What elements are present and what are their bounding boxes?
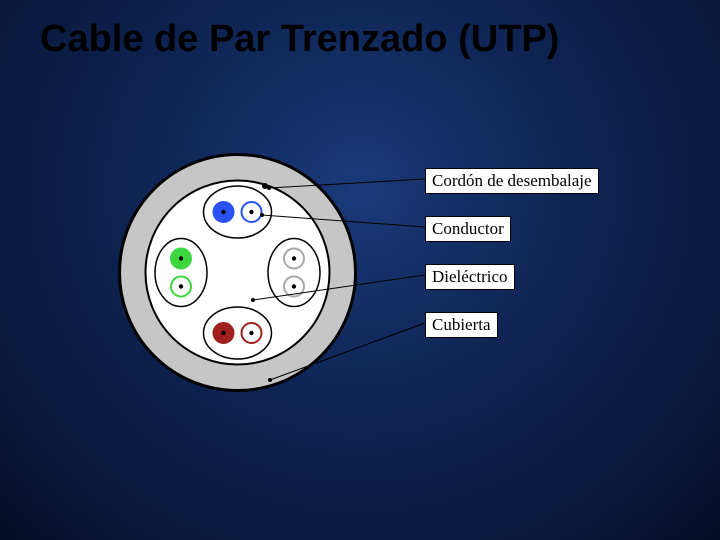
label-3: Cubierta: [425, 312, 498, 338]
slide-title: Cable de Par Trenzado (UTP): [0, 18, 720, 61]
pair-1: [155, 239, 207, 307]
label-1: Conductor: [425, 216, 511, 242]
pair-0: [204, 186, 272, 238]
pair-2: [268, 239, 320, 307]
label-0: Cordón de desembalaje: [425, 168, 599, 194]
pair-3: [204, 307, 272, 359]
cable-cross-section-diagram: [115, 150, 360, 395]
slide: Cable de Par Trenzado (UTP) Cordón de de…: [0, 0, 720, 540]
callout-lines: [0, 0, 720, 540]
ripcord: [262, 183, 268, 189]
label-2: Dieléctrico: [425, 264, 515, 290]
